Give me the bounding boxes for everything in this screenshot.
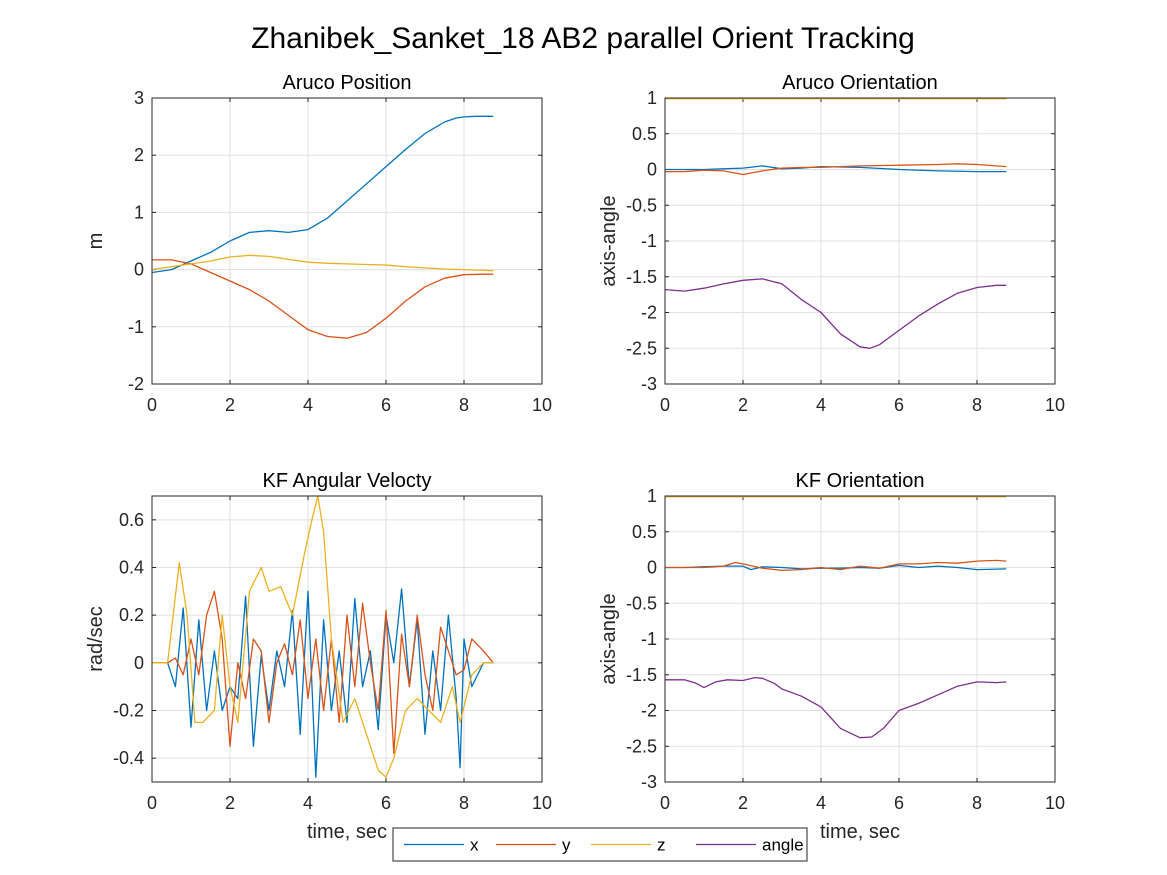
y-tick-label: 0: [647, 160, 657, 180]
y-tick-label: -3: [641, 772, 657, 792]
y-tick-label: 1: [647, 88, 657, 108]
y-tick-label: -1: [641, 629, 657, 649]
axes-title: Aruco Position: [283, 72, 412, 94]
y-tick-label: -1.5: [626, 267, 657, 287]
legend-label-z: z: [657, 836, 666, 855]
x-tick-label: 8: [459, 395, 469, 415]
x-tick-label: 8: [972, 395, 982, 415]
y-tick-label: -1: [641, 231, 657, 251]
x-tick-label: 10: [1045, 793, 1065, 813]
y-tick-label: -0.4: [113, 748, 144, 768]
x-tick-label: 6: [894, 793, 904, 813]
y-tick-label: -0.5: [626, 593, 657, 613]
series-line-x: [665, 165, 1007, 173]
y-tick-label: 0: [647, 558, 657, 578]
y-tick-label: 0.5: [632, 124, 657, 144]
legend-label-x: x: [470, 836, 479, 855]
x-tick-label: 4: [816, 395, 826, 415]
x-tick-label: 10: [1045, 395, 1065, 415]
y-tick-label: 3: [134, 88, 144, 108]
y-tick-label: -2: [128, 374, 144, 394]
axes-title: KF Orientation: [796, 470, 925, 492]
figure-title: Zhanibek_Sanket_18 AB2 parallel Orient T…: [251, 22, 915, 55]
plot-area: [152, 98, 542, 384]
x-tick-label: 2: [225, 395, 235, 415]
series-line-z: [152, 496, 494, 778]
y-tick-label: -2: [641, 303, 657, 323]
series-line-angle: [665, 278, 1007, 349]
x-tick-label: 0: [660, 793, 670, 813]
series-group: [665, 496, 1007, 739]
legend-label-angle: angle: [762, 836, 804, 855]
y-tick-label: 0: [134, 653, 144, 673]
axes-box: [151, 97, 543, 385]
x-axis-label: time, sec: [307, 821, 387, 843]
y-tick-label: 0.2: [119, 605, 144, 625]
y-tick-label: -1.5: [626, 665, 657, 685]
axes-4: 0 2 4 6 8 10 -3 -2.5 -2 -1.5 -1 -0.5 0 0.5 1 KF Orienta…: [598, 470, 1065, 843]
y-tick-label: -2.5: [626, 338, 657, 358]
x-tick-label: 2: [225, 793, 235, 813]
series-line-angle: [665, 676, 1007, 739]
axes-3: 0 2 4 6 8 10 -0.4 -0.2 0 0.2 0.4 0.6 KF Angular Velo…: [85, 470, 552, 843]
y-tick-label: -1: [128, 317, 144, 337]
axes-title: Aruco Orientation: [782, 72, 938, 94]
x-tick-label: 2: [738, 395, 748, 415]
series-line-y: [152, 259, 494, 339]
y-tick-label: 1: [647, 486, 657, 506]
y-tick-label: 0.6: [119, 510, 144, 530]
axes-2: 0 2 4 6 8 10 -3 -2.5 -2 -1.5 -1 -0.5 0 0.5 1 Aruco Orie…: [598, 72, 1065, 415]
x-tick-label: 2: [738, 793, 748, 813]
x-tick-label: 10: [532, 395, 552, 415]
x-tick-label: 6: [381, 395, 391, 415]
x-tick-label: 10: [532, 793, 552, 813]
y-tick-label: 0.4: [119, 558, 144, 578]
y-tick-label: -0.5: [626, 195, 657, 215]
series-line-x: [152, 588, 494, 778]
axes-box: [664, 495, 1056, 783]
y-axis-label: axis-angle: [598, 195, 620, 286]
series-line-z: [152, 254, 494, 272]
axes-1: 0 2 4 6 8 10 -2 -1 0 1 2 3 Aruco Position m: [85, 72, 552, 415]
y-tick-label: 2: [134, 145, 144, 165]
x-tick-label: 6: [381, 793, 391, 813]
legend-label-y: y: [562, 836, 571, 855]
axes-box: [664, 97, 1056, 385]
series-group: [152, 496, 494, 778]
x-tick-label: 4: [303, 395, 313, 415]
legend: x y z angle: [392, 827, 808, 862]
axes-box: [151, 495, 543, 783]
x-tick-label: 8: [972, 793, 982, 813]
y-axis-label: rad/sec: [85, 606, 107, 672]
axes-title: KF Angular Velocty: [263, 470, 432, 492]
series-line-y: [665, 559, 1007, 572]
series-group: [152, 115, 494, 339]
y-tick-label: 1: [134, 202, 144, 222]
x-tick-label: 0: [147, 793, 157, 813]
series-group: [665, 98, 1007, 349]
x-tick-label: 4: [303, 793, 313, 813]
y-tick-label: -2: [641, 701, 657, 721]
series-line-y: [152, 590, 494, 755]
series-line-x: [152, 115, 494, 274]
y-axis-label: m: [85, 233, 107, 250]
y-tick-label: 0: [134, 260, 144, 280]
x-tick-label: 0: [147, 395, 157, 415]
plot-area: [152, 496, 542, 782]
y-tick-label: -2.5: [626, 736, 657, 756]
x-tick-label: 8: [459, 793, 469, 813]
x-tick-label: 6: [894, 395, 904, 415]
x-tick-label: 0: [660, 395, 670, 415]
y-axis-label: axis-angle: [598, 593, 620, 684]
x-tick-label: 4: [816, 793, 826, 813]
x-axis-label: time, sec: [820, 821, 900, 843]
y-tick-label: -3: [641, 374, 657, 394]
y-tick-label: -0.2: [113, 701, 144, 721]
series-line-y: [665, 163, 1007, 176]
y-tick-label: 0.5: [632, 522, 657, 542]
